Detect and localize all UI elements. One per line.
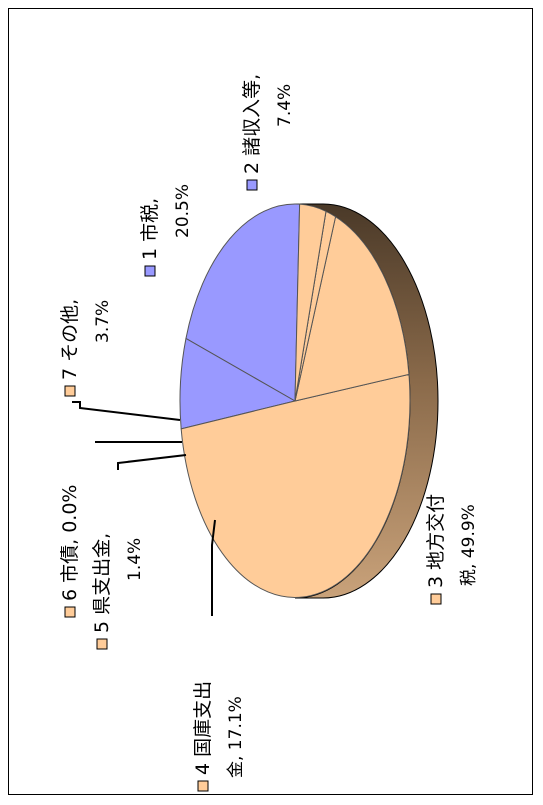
- data-value-2: 7.4%: [275, 84, 295, 127]
- label-marker-1: [144, 265, 156, 277]
- label-marker-4: [197, 780, 209, 792]
- data-label-3: 3 地方交付: [425, 494, 447, 588]
- data-label-1: 1 市税,: [139, 198, 161, 260]
- data-value-3: 税, 49.9%: [459, 504, 479, 586]
- pie-slice-3: [180, 373, 411, 598]
- data-value-7: 3.7%: [93, 300, 113, 343]
- data-value-5: 1.4%: [125, 538, 145, 581]
- label-marker-5: [96, 638, 108, 650]
- label-marker-6: [64, 606, 76, 618]
- data-label-4: 4 国庫支出: [192, 681, 214, 775]
- data-label-5: 5 県支出金,: [91, 533, 113, 633]
- label-marker-3: [430, 593, 442, 605]
- pie-slice-4: [294, 215, 410, 402]
- data-label-2: 2 諸収入等,: [241, 74, 263, 174]
- data-value-4: 金, 17.1%: [226, 696, 246, 778]
- label-marker-7: [64, 385, 76, 397]
- leader-line-7: [72, 401, 181, 421]
- leader-lines: [72, 401, 216, 616]
- label-marker-2: [246, 179, 258, 191]
- data-labels: 1 市税, 20.5% 2 諸収入等, 7.4% 3 地方交付 税, 49.9%…: [59, 74, 479, 792]
- pie-slice-1: [185, 203, 301, 402]
- data-label-6: 6 市債, 0.0%: [59, 485, 81, 601]
- leader-line-5: [117, 454, 187, 470]
- leader-line-4: [211, 519, 216, 616]
- data-value-1: 20.5%: [173, 184, 193, 238]
- pie-slice-7: [294, 203, 327, 402]
- pie-slices: [179, 203, 411, 598]
- data-label-7: 7 その他,: [59, 299, 81, 380]
